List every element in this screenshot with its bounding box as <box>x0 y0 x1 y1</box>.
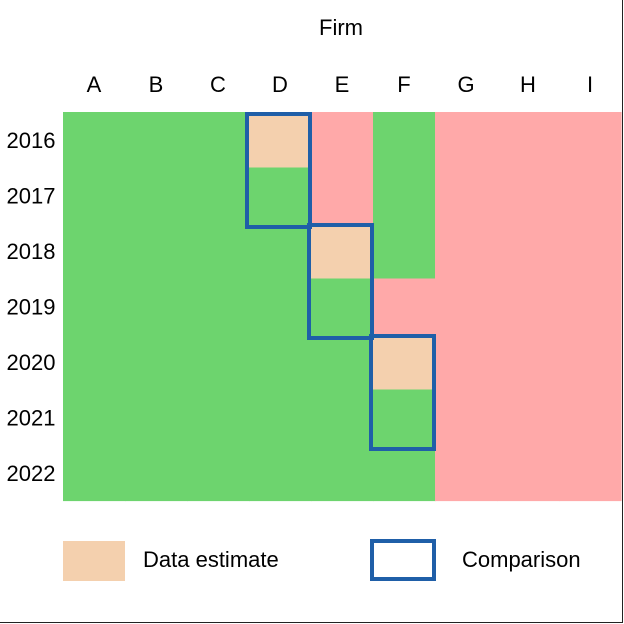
cell-d-2020-green <box>249 334 312 391</box>
cell-h-2021-red <box>497 389 560 446</box>
row-label-2018: 2018 <box>7 239 56 264</box>
cell-i-2019-red <box>559 278 622 335</box>
cell-i-2021-red <box>559 389 622 446</box>
cell-b-2019-green <box>125 278 188 335</box>
cell-d-2017-green <box>249 167 312 224</box>
cell-g-2017-red <box>435 167 498 224</box>
row-label-2022: 2022 <box>7 461 56 486</box>
comparison-boxes <box>245 112 436 451</box>
cell-g-2019-red <box>435 278 498 335</box>
column-label-g: G <box>457 72 474 97</box>
comparison-box-f <box>369 334 436 451</box>
cell-i-2022-red <box>559 445 622 502</box>
cell-f-2016-green <box>373 112 436 169</box>
column-label-c: C <box>210 72 226 97</box>
cell-i-2016-red <box>559 112 622 169</box>
cell-a-2019-green <box>63 278 126 335</box>
cell-c-2021-green <box>187 389 250 446</box>
cell-b-2017-green <box>125 167 188 224</box>
cell-b-2021-green <box>125 389 188 446</box>
title: Firm <box>319 15 363 40</box>
cell-c-2019-green <box>187 278 250 335</box>
cell-f-2022-green <box>373 445 436 502</box>
cell-b-2020-green <box>125 334 188 391</box>
cell-e-2019-green <box>311 278 374 335</box>
row-label-2019: 2019 <box>7 294 56 319</box>
row-label-2016: 2016 <box>7 128 56 153</box>
cell-f-2017-green <box>373 167 436 224</box>
comparison-box-e <box>307 223 374 340</box>
legend: Data estimate Comparison <box>63 539 581 581</box>
legend-estimate-swatch <box>63 541 125 581</box>
column-label-e: E <box>335 72 350 97</box>
cell-c-2018-green <box>187 223 250 280</box>
legend-comparison-label: Comparison <box>462 547 581 572</box>
cell-b-2022-green <box>125 445 188 502</box>
cell-f-2018-green <box>373 223 436 280</box>
row-label-2020: 2020 <box>7 350 56 375</box>
cell-c-2020-green <box>187 334 250 391</box>
cell-h-2016-red <box>497 112 560 169</box>
comparison-box-d <box>245 112 312 229</box>
column-label-b: B <box>149 72 164 97</box>
cell-h-2022-red <box>497 445 560 502</box>
cell-g-2021-red <box>435 389 498 446</box>
column-label-d: D <box>272 72 288 97</box>
cell-a-2016-green <box>63 112 126 169</box>
column-label-h: H <box>520 72 536 97</box>
cell-d-2022-green <box>249 445 312 502</box>
cell-f-2020-estimate <box>373 334 436 391</box>
row-label-2021: 2021 <box>7 405 56 430</box>
column-label-f: F <box>397 72 410 97</box>
cell-g-2018-red <box>435 223 498 280</box>
legend-comparison-swatch <box>370 539 436 581</box>
cell-h-2017-red <box>497 167 560 224</box>
cell-e-2022-green <box>311 445 374 502</box>
cell-a-2022-green <box>63 445 126 502</box>
column-label-a: A <box>87 72 102 97</box>
cell-a-2021-green <box>63 389 126 446</box>
cell-c-2022-green <box>187 445 250 502</box>
cell-d-2016-estimate <box>249 112 312 169</box>
row-label-2017: 2017 <box>7 183 56 208</box>
cell-d-2019-green <box>249 278 312 335</box>
cell-h-2018-red <box>497 223 560 280</box>
row-labels: 2016 2017 2018 2019 2020 2021 2022 <box>7 128 56 486</box>
cell-f-2021-green <box>373 389 436 446</box>
cell-i-2020-red <box>559 334 622 391</box>
cell-g-2022-red <box>435 445 498 502</box>
grid-cells <box>63 112 622 502</box>
cell-a-2017-green <box>63 167 126 224</box>
cell-b-2016-green <box>125 112 188 169</box>
cell-h-2020-red <box>497 334 560 391</box>
column-label-i: I <box>587 72 593 97</box>
cell-g-2020-red <box>435 334 498 391</box>
cell-c-2017-green <box>187 167 250 224</box>
cell-a-2018-green <box>63 223 126 280</box>
cell-e-2021-green <box>311 389 374 446</box>
column-labels: A B C D E F G H I <box>87 72 593 97</box>
cell-b-2018-green <box>125 223 188 280</box>
cell-i-2018-red <box>559 223 622 280</box>
cell-c-2016-green <box>187 112 250 169</box>
cell-f-2019-red <box>373 278 436 335</box>
cell-e-2018-estimate <box>311 223 374 280</box>
cell-d-2021-green <box>249 389 312 446</box>
cell-e-2017-red <box>311 167 374 224</box>
cell-h-2019-red <box>497 278 560 335</box>
legend-estimate-label: Data estimate <box>143 547 279 572</box>
cell-e-2016-red <box>311 112 374 169</box>
cell-i-2017-red <box>559 167 622 224</box>
cell-a-2020-green <box>63 334 126 391</box>
cell-e-2020-green <box>311 334 374 391</box>
cell-d-2018-green <box>249 223 312 280</box>
cell-g-2016-red <box>435 112 498 169</box>
